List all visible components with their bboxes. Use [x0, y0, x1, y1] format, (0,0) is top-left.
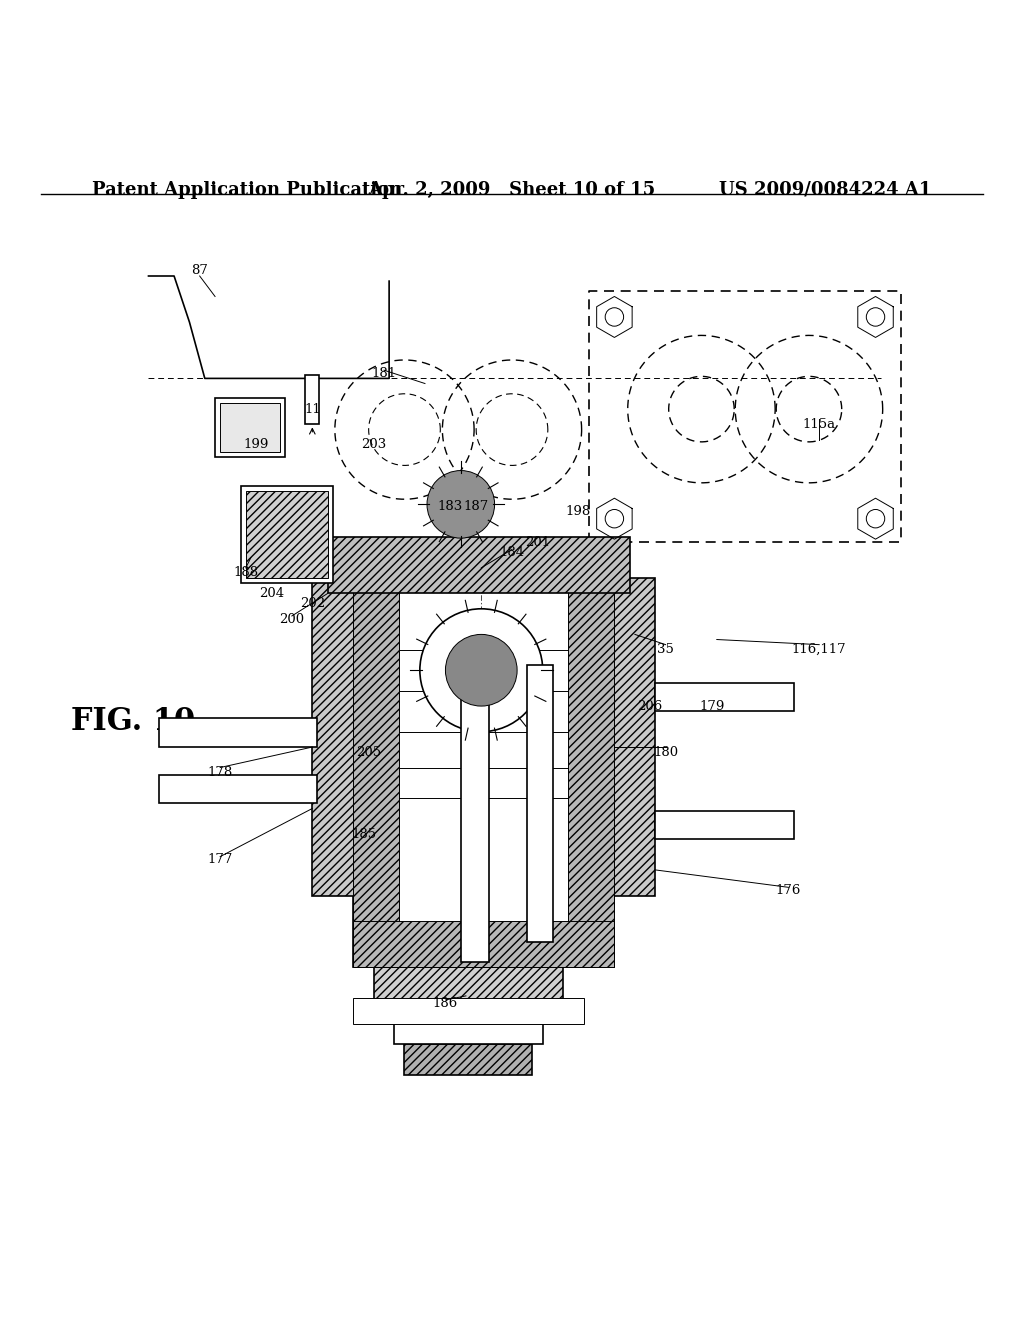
- Text: 203: 203: [361, 438, 386, 451]
- Bar: [353, 568, 399, 968]
- Text: 177: 177: [208, 853, 232, 866]
- Bar: [394, 1019, 543, 1044]
- Text: Apr. 2, 2009   Sheet 10 of 15: Apr. 2, 2009 Sheet 10 of 15: [369, 181, 655, 199]
- Text: 180: 180: [653, 746, 678, 759]
- Bar: [461, 660, 489, 962]
- Text: 206: 206: [638, 700, 663, 713]
- Bar: [312, 578, 389, 895]
- Text: 199: 199: [244, 438, 268, 451]
- Bar: [374, 968, 563, 1003]
- Text: 188: 188: [233, 566, 258, 579]
- Text: 178: 178: [208, 766, 232, 779]
- Text: Patent Application Publication: Patent Application Publication: [92, 181, 402, 199]
- Text: 204: 204: [259, 587, 284, 599]
- Bar: [655, 810, 794, 840]
- Bar: [241, 486, 333, 583]
- Polygon shape: [597, 498, 632, 539]
- Text: 198: 198: [566, 506, 591, 517]
- Bar: [220, 403, 280, 453]
- Text: 176: 176: [776, 884, 801, 896]
- Polygon shape: [858, 297, 893, 338]
- Text: 200: 200: [280, 612, 304, 626]
- Circle shape: [420, 609, 543, 731]
- Text: 187: 187: [464, 500, 488, 513]
- Bar: [353, 921, 614, 968]
- Bar: [579, 578, 655, 895]
- Text: 87: 87: [191, 264, 208, 277]
- Bar: [568, 568, 614, 968]
- Text: 115a: 115a: [803, 418, 836, 430]
- Bar: [353, 998, 584, 1023]
- Bar: [328, 537, 630, 594]
- Text: 181: 181: [372, 367, 396, 380]
- Polygon shape: [148, 276, 389, 379]
- Text: 186: 186: [433, 997, 458, 1010]
- Text: 205: 205: [356, 746, 381, 759]
- Text: FIG. 10: FIG. 10: [71, 706, 196, 737]
- Text: 183: 183: [438, 500, 463, 513]
- Bar: [527, 665, 553, 941]
- Text: 35: 35: [657, 643, 674, 656]
- Bar: [159, 775, 317, 804]
- Bar: [246, 491, 328, 578]
- Bar: [353, 568, 614, 968]
- Circle shape: [445, 635, 517, 706]
- Bar: [384, 1003, 553, 1019]
- Bar: [159, 718, 317, 747]
- Bar: [655, 682, 794, 711]
- Polygon shape: [597, 297, 632, 338]
- Text: 116,117: 116,117: [792, 643, 847, 656]
- Text: 202: 202: [300, 597, 325, 610]
- Circle shape: [427, 470, 495, 539]
- Text: 179: 179: [699, 700, 724, 713]
- Text: 11: 11: [304, 403, 321, 416]
- Text: 201: 201: [525, 536, 550, 549]
- Bar: [305, 375, 319, 425]
- Bar: [215, 397, 285, 457]
- Text: US 2009/0084224 A1: US 2009/0084224 A1: [720, 181, 932, 199]
- Text: 184: 184: [500, 546, 524, 558]
- Bar: [404, 1044, 532, 1074]
- Polygon shape: [858, 498, 893, 539]
- Text: 185: 185: [351, 828, 376, 841]
